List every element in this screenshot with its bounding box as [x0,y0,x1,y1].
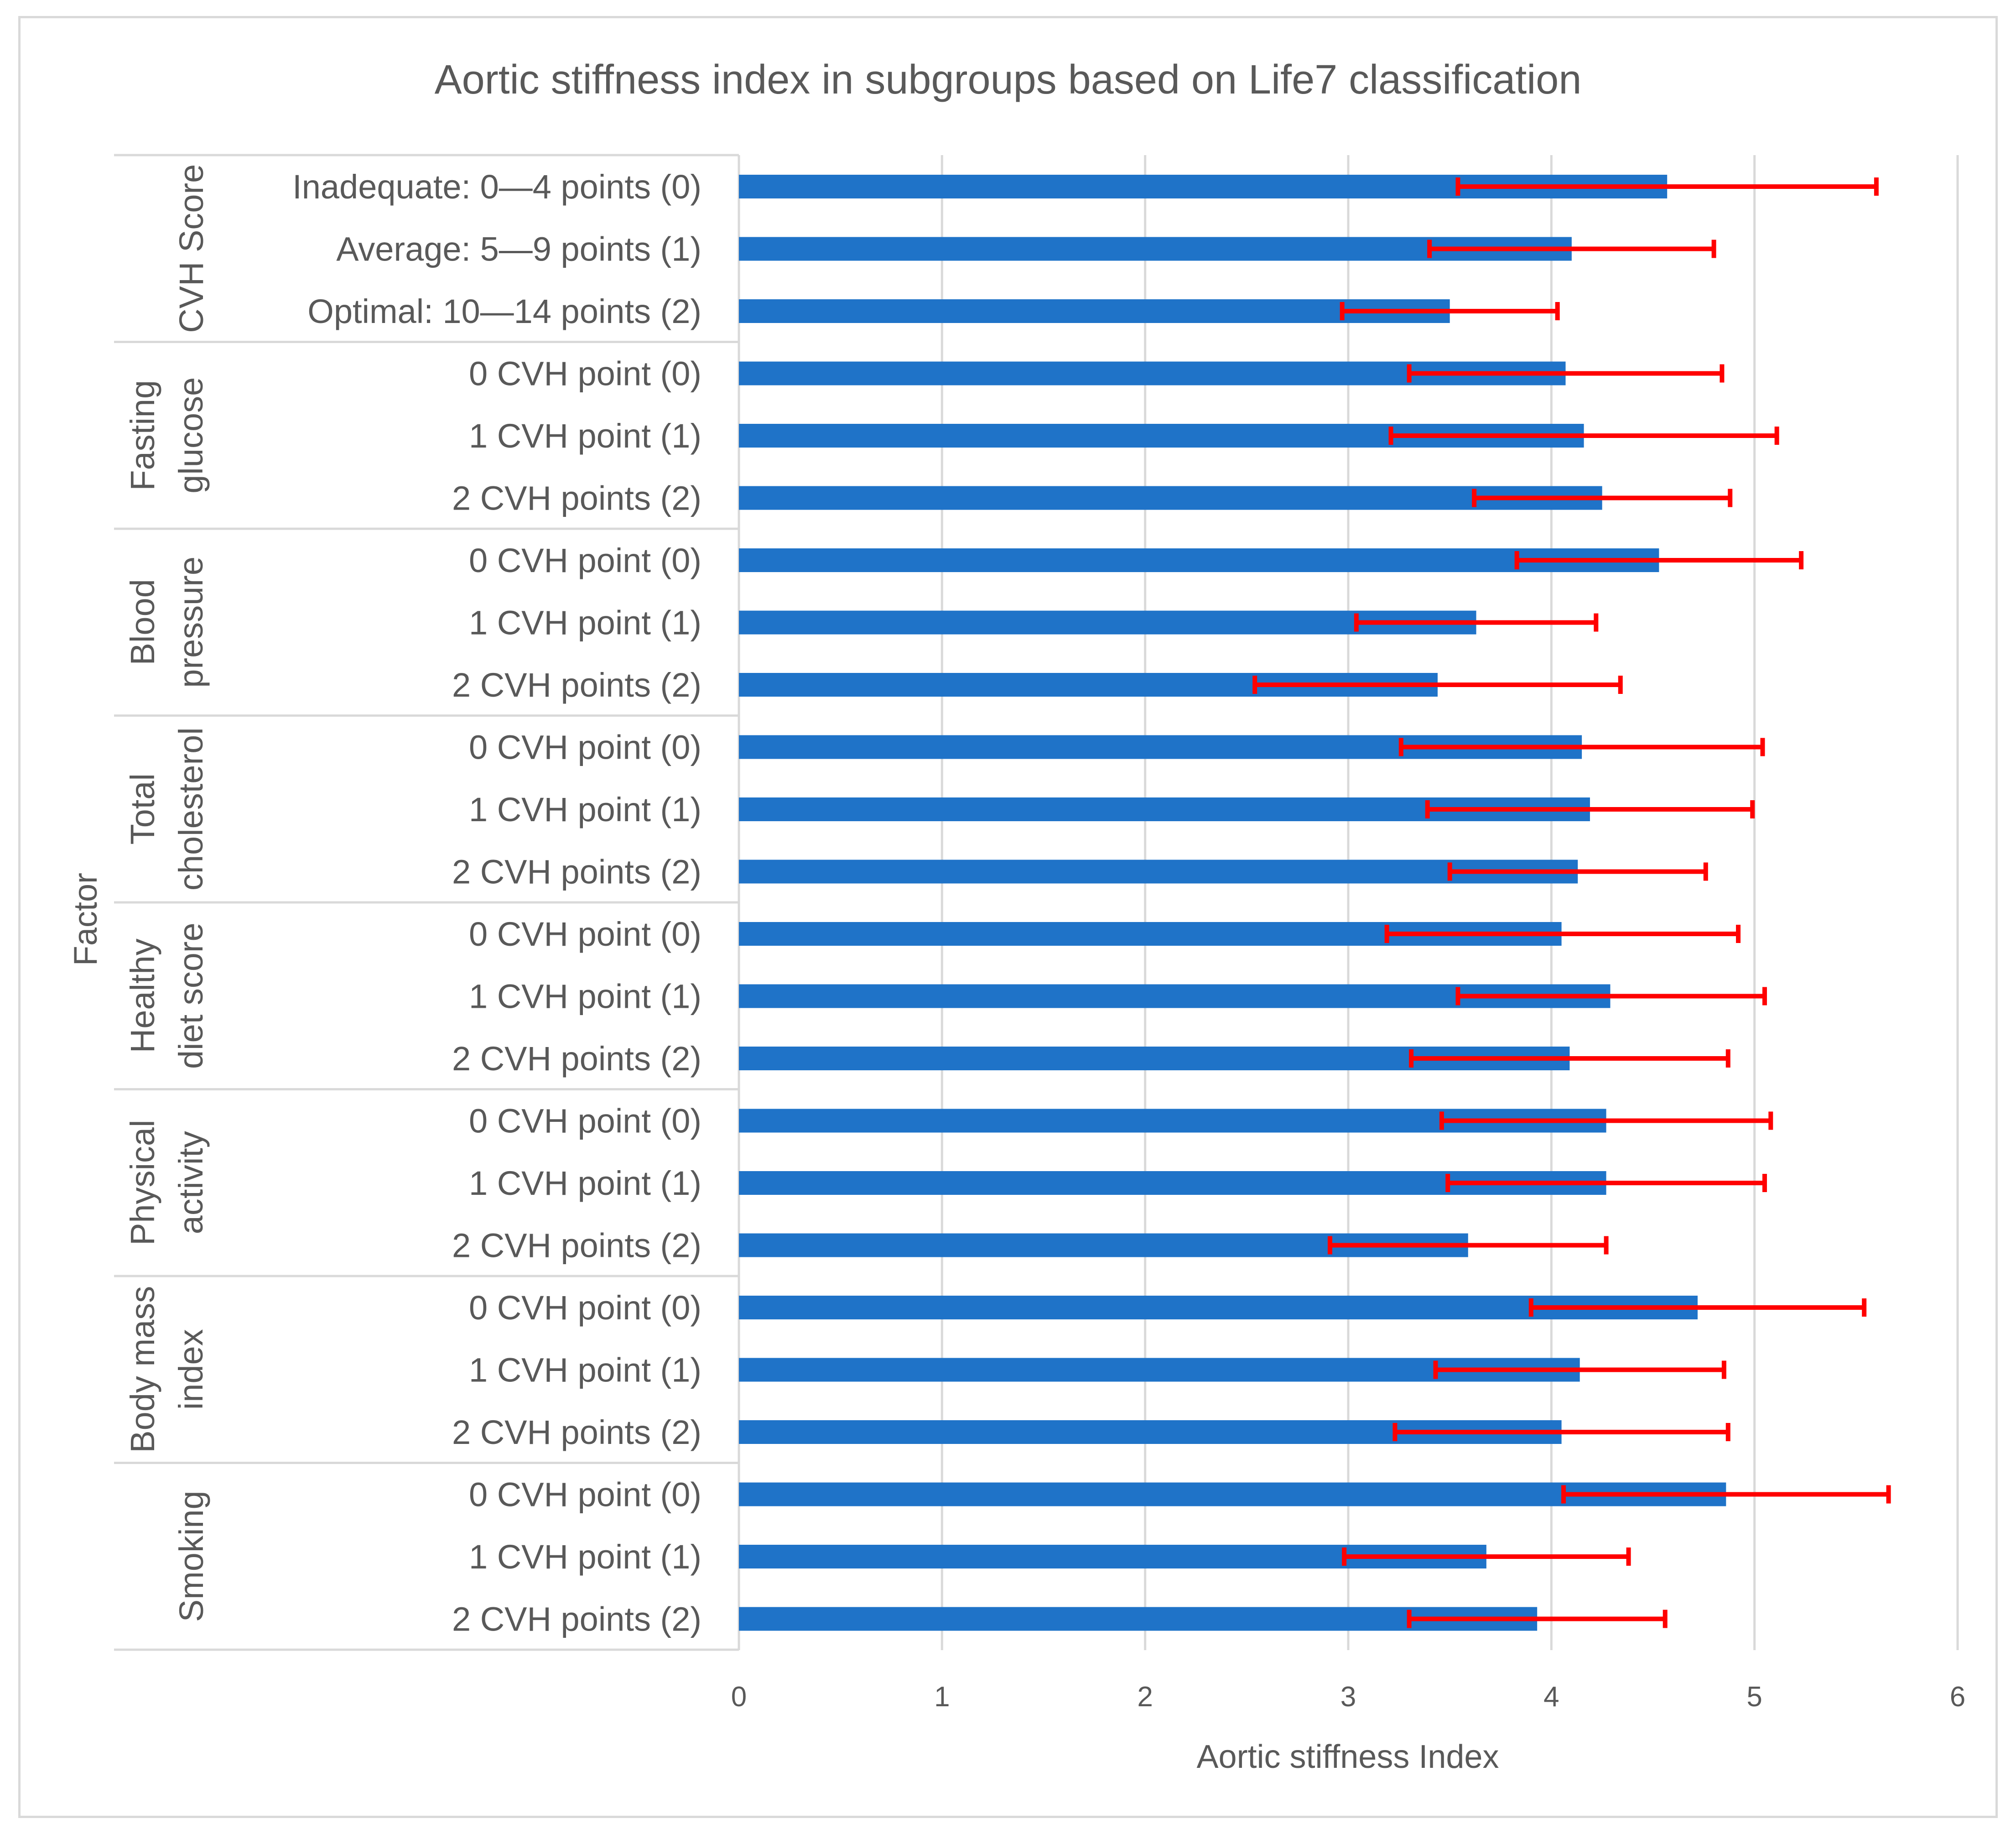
category-label: 2 CVH points (2) [452,1600,701,1638]
category-label: 0 CVH point (0) [469,1102,701,1140]
x-tick-label: 1 [934,1681,950,1713]
group-label-line: pressure [172,557,210,688]
category-label: 0 CVH point (0) [469,542,701,579]
group-label-line: Blood [124,579,161,665]
category-label: 2 CVH points (2) [452,1227,701,1265]
group-label: Smoking [172,1490,210,1622]
category-label: 0 CVH point (0) [469,1476,701,1514]
category-label: 1 CVH point (1) [469,1164,701,1202]
category-label: 1 CVH point (1) [469,1538,701,1576]
x-tick-label: 2 [1137,1681,1153,1713]
group-label-line: diet score [172,922,210,1069]
group-label: Blood pressure [124,557,210,688]
category-label: 0 CVH point (0) [469,915,701,953]
group-label-line: Fasting [124,380,161,491]
category-label: 1 CVH point (1) [469,791,701,828]
category-label: 2 CVH points (2) [452,479,701,517]
x-tick-label: 5 [1746,1681,1762,1713]
x-tick-label: 0 [731,1681,747,1713]
group-label-line: Physical [124,1120,161,1245]
gridlines [114,154,1959,1651]
group-label: Body mass index [124,1286,210,1453]
x-axis-title: Aortic stiffness Index [1197,1739,1499,1775]
category-label: Optimal: 10—14 points (2) [307,292,701,330]
category-label: 0 CVH point (0) [469,729,701,766]
group-label: Healthy diet score [124,922,210,1069]
category-label: 2 CVH points (2) [452,1040,701,1078]
x-tick-label: 4 [1543,1681,1559,1713]
group-label-line: index [172,1329,210,1410]
category-label: 2 CVH points (2) [452,666,701,704]
group-label-line: Healthy [124,938,161,1053]
category-label: 0 CVH point (0) [469,355,701,393]
group-label-line: Body mass [124,1286,161,1453]
bar [739,1607,1538,1631]
x-tick-label: 3 [1341,1681,1356,1713]
group-label: Physical activity [124,1120,210,1245]
bar [739,299,1450,323]
bar [739,610,1476,635]
group-label-line: glucose [172,377,210,494]
category-labels: Inadequate: 0—4 points (0) Average: 5—9 p… [292,168,701,1638]
group-label: CVH Score [172,164,210,333]
group-label-line: CVH Score [172,164,210,333]
bar [739,548,1659,572]
group-label: Fasting glucose [124,377,210,494]
bars [739,175,1726,1631]
y-axis-title: Factor [68,873,104,966]
category-label: 1 CVH point (1) [469,417,701,455]
x-tick-label: 6 [1950,1681,1965,1713]
bar [739,486,1602,510]
category-label: 2 CVH points (2) [452,1413,701,1451]
category-label: 0 CVH point (0) [469,1289,701,1327]
category-label: 2 CVH points (2) [452,853,701,891]
group-label-line: Total [124,773,161,844]
group-label-line: cholesterol [172,727,210,891]
group-label-line: activity [172,1131,210,1234]
category-label: 1 CVH point (1) [469,1351,701,1389]
group-label-line: Smoking [172,1490,210,1622]
group-labels: CVH Score Fasting glucose Blood pressure Tota… [124,164,210,1622]
chart-title: Aortic stiffness index in subgroups base… [435,57,1582,103]
bar [739,860,1578,884]
category-label: Inadequate: 0—4 points (0) [292,168,701,206]
x-axis-ticks: 0 1 2 3 4 5 6 [731,1681,1965,1713]
category-label: 1 CVH point (1) [469,604,701,642]
category-label: Average: 5—9 points (1) [336,230,701,268]
error-bars [1252,177,1891,1628]
group-label: Total cholesterol [124,727,210,891]
category-label: 1 CVH point (1) [469,978,701,1016]
